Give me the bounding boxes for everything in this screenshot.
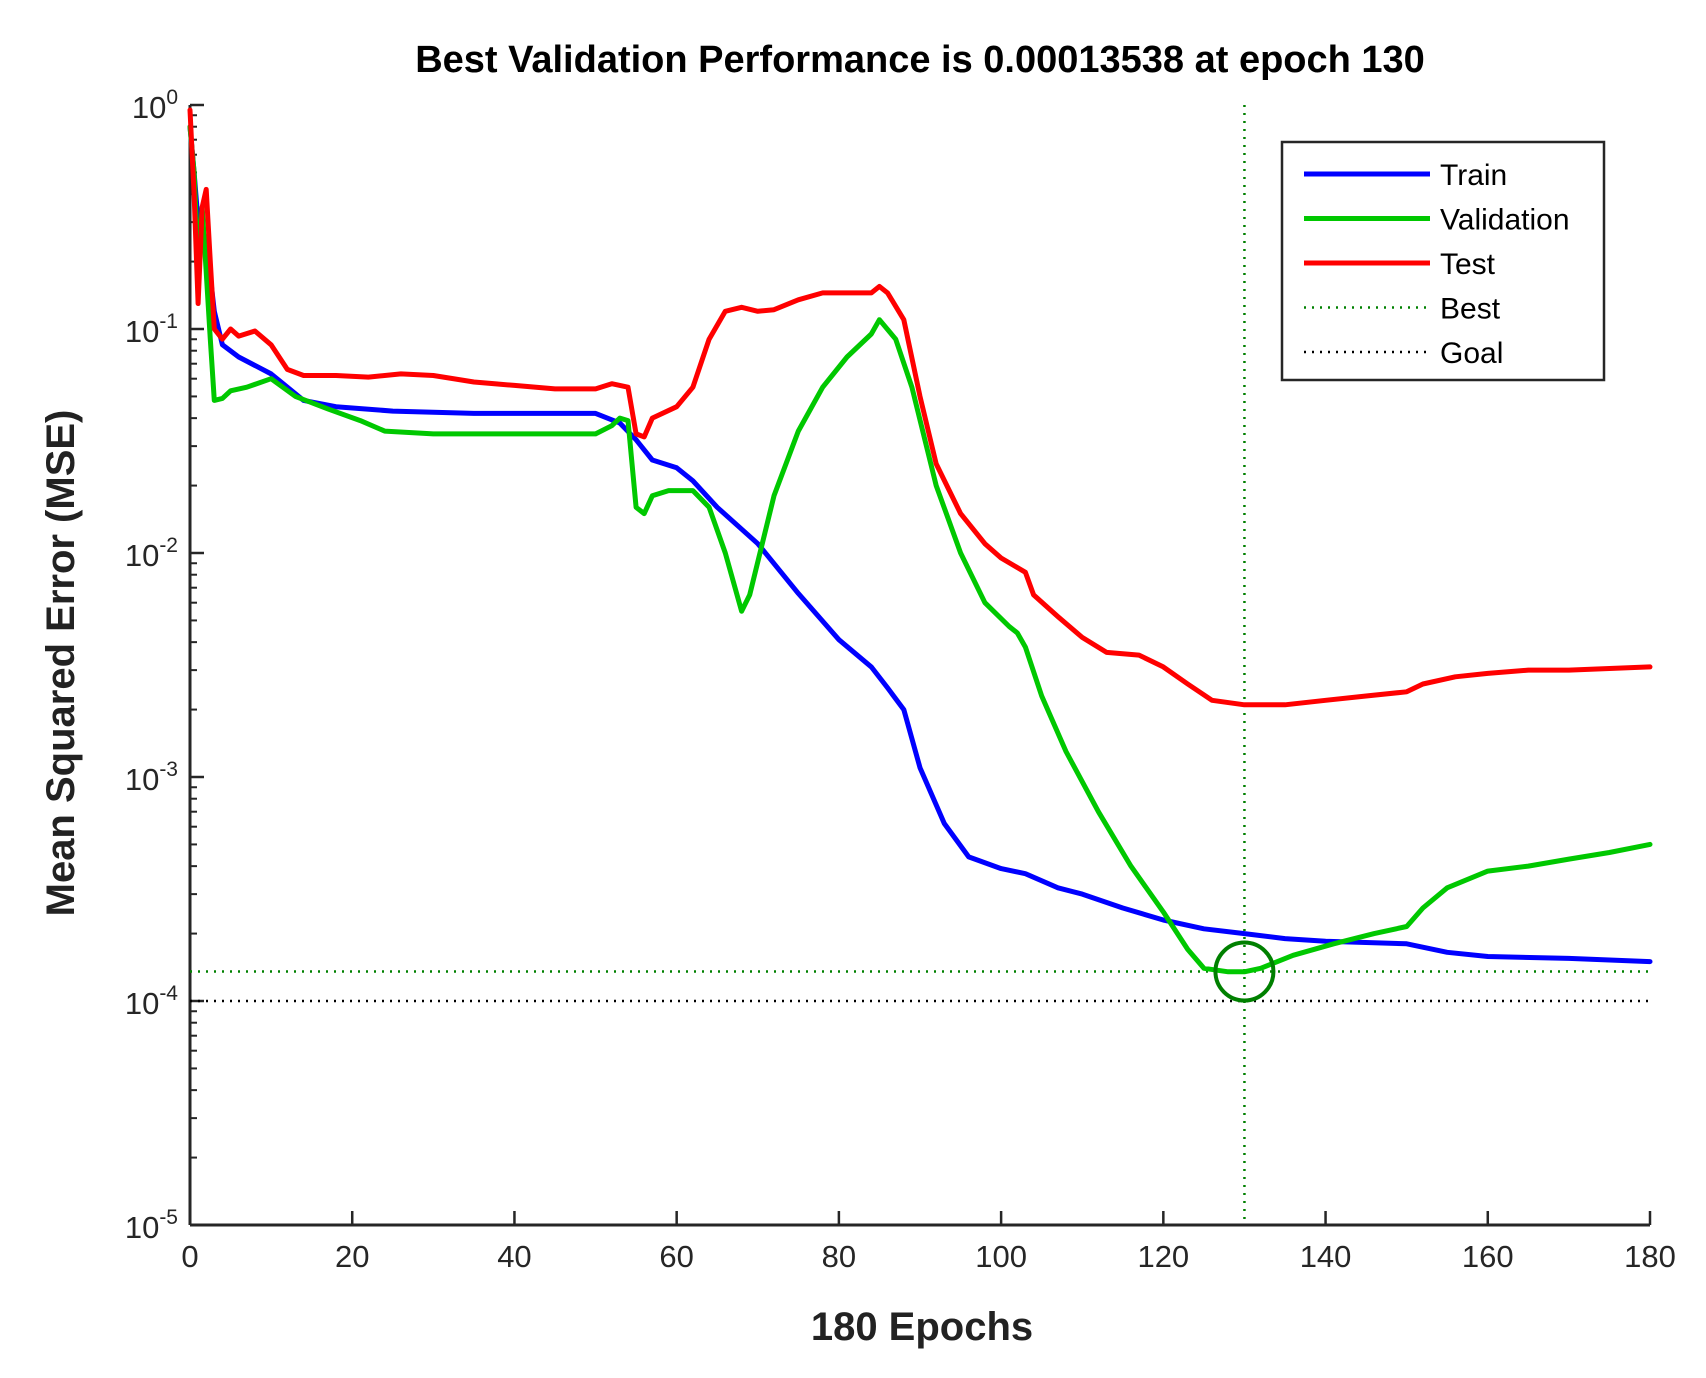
y-tick-label: 10-2 (125, 534, 178, 573)
legend-label-validation: Validation (1440, 204, 1570, 237)
y-tick-label-base: 10 (125, 762, 159, 797)
x-tick-label: 140 (1300, 1239, 1352, 1274)
y-axis-label: Mean Squared Error (MSE) (39, 410, 83, 917)
y-tick-label-exponent: -5 (159, 1206, 178, 1229)
y-tick-label-exponent: -2 (159, 534, 178, 557)
y-tick-label: 10-4 (125, 982, 178, 1021)
y-tick-label: 10-1 (125, 310, 178, 349)
y-tick-label-base: 10 (132, 90, 166, 125)
legend-label-train: Train (1440, 159, 1507, 192)
x-tick-label: 180 (1624, 1239, 1676, 1274)
y-tick-label-exponent: -1 (159, 310, 178, 333)
y-tick-label-base: 10 (125, 314, 159, 349)
legend: Train Validation Test Best Goal (1280, 140, 1606, 382)
chart-title: Best Validation Performance is 0.0001353… (415, 39, 1425, 81)
x-tick-label: 80 (822, 1239, 856, 1274)
legend-label-test: Test (1440, 248, 1496, 281)
x-tick-label: 40 (497, 1239, 531, 1274)
x-axis-label: 180 Epochs (811, 1305, 1033, 1349)
series-line-train (187, 124, 1653, 965)
series-line-test (187, 107, 1653, 708)
legend-label-goal: Goal (1440, 337, 1503, 370)
legend-label-best: Best (1440, 293, 1501, 326)
best-point-circle (1213, 940, 1276, 1003)
y-tick-label-exponent: -3 (159, 758, 178, 781)
y-tick-label-exponent: 0 (166, 86, 178, 109)
y-tick-label: 10-5 (125, 1206, 178, 1245)
y-tick-label-base: 10 (125, 538, 159, 573)
y-tick-label-exponent: -4 (159, 982, 178, 1005)
y-tick-label-base: 10 (125, 986, 159, 1021)
y-tick-label: 10-3 (125, 758, 178, 797)
x-tick-label: 100 (975, 1239, 1027, 1274)
y-tick-label: 100 (132, 86, 178, 125)
x-tick-label: 60 (659, 1239, 693, 1274)
y-tick-label-base: 10 (125, 1210, 159, 1245)
x-tick-label: 160 (1462, 1239, 1514, 1274)
x-tick-label: 0 (181, 1239, 198, 1274)
x-tick-label: 120 (1137, 1239, 1189, 1274)
x-tick-label: 20 (335, 1239, 369, 1274)
